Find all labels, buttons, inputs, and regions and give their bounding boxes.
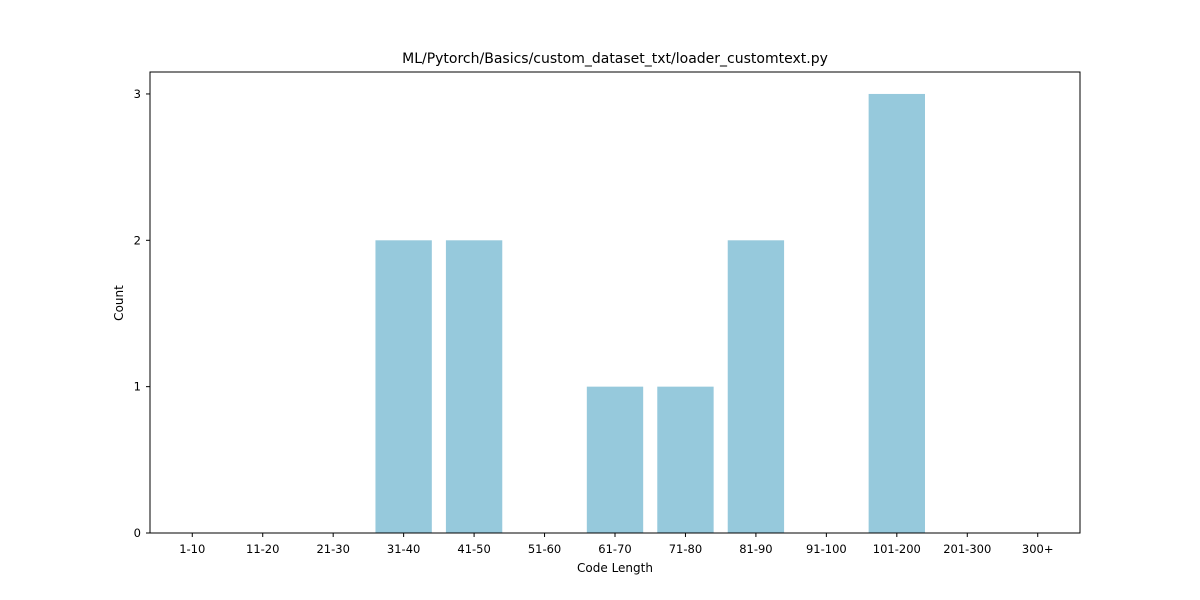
bar-101-200 <box>868 93 925 533</box>
bar-71-80 <box>657 386 714 533</box>
x-tick-label: 101-200 <box>873 542 921 556</box>
x-tick-label: 81-90 <box>739 542 772 556</box>
x-tick-label: 201-300 <box>943 542 991 556</box>
x-tick-label: 41-50 <box>457 542 490 556</box>
bar-81-90 <box>727 240 785 534</box>
y-tick-label: 3 <box>134 87 141 101</box>
x-tick-label: 61-70 <box>598 542 631 556</box>
x-tick-label: 51-60 <box>528 542 561 556</box>
bar-61-70 <box>586 386 644 533</box>
y-tick-label: 2 <box>134 233 141 247</box>
x-tick-label: 21-30 <box>316 542 349 556</box>
bars-group <box>375 93 925 534</box>
y-axis: 0 1 2 3 <box>134 87 150 540</box>
x-tick-label: 300+ <box>1022 542 1054 556</box>
chart-title: ML/Pytorch/Basics/custom_dataset_txt/loa… <box>402 51 828 67</box>
y-tick-label: 0 <box>134 526 141 540</box>
bar-31-40 <box>375 240 432 534</box>
x-tick-label: 1-10 <box>179 542 205 556</box>
x-tick-label: 91-100 <box>806 542 847 556</box>
bar-41-50 <box>445 240 503 534</box>
x-tick-label: 31-40 <box>387 542 420 556</box>
x-axis-label: Code Length <box>577 561 653 575</box>
y-tick-label: 1 <box>134 380 141 394</box>
y-axis-label: Count <box>112 285 126 321</box>
x-axis: 1-10 11-20 21-30 31-40 41-50 51-60 61-70 71-80 8… <box>179 533 1054 556</box>
x-tick-label: 11-20 <box>246 542 279 556</box>
x-tick-label: 71-80 <box>669 542 702 556</box>
